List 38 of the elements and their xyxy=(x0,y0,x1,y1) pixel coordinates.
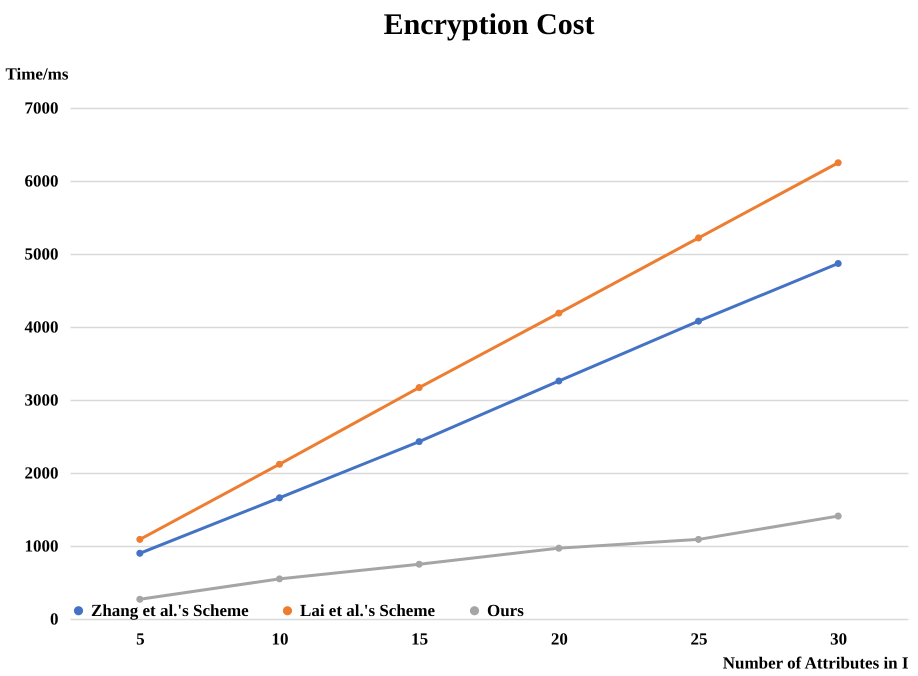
legend-label: Lai et al.'s Scheme xyxy=(300,600,436,620)
y-tick-label: 3000 xyxy=(24,390,58,410)
point xyxy=(694,318,702,325)
y-tick-label: 5000 xyxy=(24,244,58,264)
point xyxy=(276,575,284,582)
x-axis-title: Number of Attributes in I xyxy=(722,654,909,672)
point xyxy=(555,310,562,317)
point xyxy=(416,560,423,568)
point xyxy=(136,536,144,543)
x-tick-label: 20 xyxy=(550,630,568,648)
point xyxy=(276,460,284,468)
y-tick-label: 7000 xyxy=(24,98,58,118)
point xyxy=(834,512,842,520)
y-tick-label: 0 xyxy=(50,610,58,628)
point xyxy=(694,536,702,543)
chart-title: Encryption Cost xyxy=(384,8,594,41)
point xyxy=(136,550,144,557)
point xyxy=(136,596,144,603)
y-axis-title: Time/ms xyxy=(6,64,69,84)
x-tick-label: 15 xyxy=(411,630,428,648)
point xyxy=(694,234,702,242)
x-tick-label: 25 xyxy=(690,630,708,648)
x-tick-label: 30 xyxy=(830,630,848,648)
y-tick-label: 6000 xyxy=(24,172,58,190)
x-tick-label: 10 xyxy=(272,630,288,648)
legend-label: Zhang et al.'s Scheme xyxy=(91,600,250,620)
point xyxy=(555,544,562,552)
x-tick-label: 5 xyxy=(136,630,145,648)
point xyxy=(834,159,842,166)
point xyxy=(276,494,284,502)
point xyxy=(416,438,423,446)
y-tick-label: 2000 xyxy=(24,464,58,482)
point xyxy=(555,377,562,385)
point xyxy=(834,260,842,268)
y-tick-label: 4000 xyxy=(24,318,58,336)
point xyxy=(416,384,423,392)
legend-label: Ours xyxy=(487,600,524,620)
y-tick-label: 1000 xyxy=(24,536,58,556)
